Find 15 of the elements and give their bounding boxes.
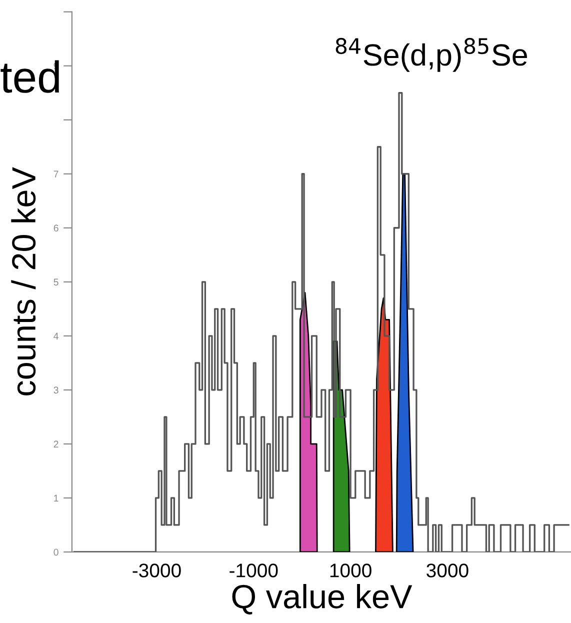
text: $^{84}$Se(d,p)$^{85}$Se — [336, 38, 528, 72]
y-tick-label: 2 — [54, 440, 58, 448]
y-tick-label: 3 — [54, 386, 58, 394]
y-tick-label: 5 — [54, 278, 58, 286]
y-tick-label: 4 — [54, 332, 58, 340]
y-tick-label: 6 — [54, 224, 58, 232]
x-axis-title: Q value keV — [232, 584, 412, 614]
y-tick-label: 1 — [54, 494, 58, 502]
x-tick-label: 1000 — [330, 564, 372, 578]
y-axis-title: counts / 20 keV — [11, 167, 36, 396]
y-tick-label: 0 — [54, 548, 58, 556]
y-tick-label: 7 — [54, 170, 58, 178]
x-tick-label: -3000 — [132, 564, 181, 578]
x-tick-label: -1000 — [230, 564, 278, 578]
x-tick-label: 3000 — [426, 564, 468, 578]
